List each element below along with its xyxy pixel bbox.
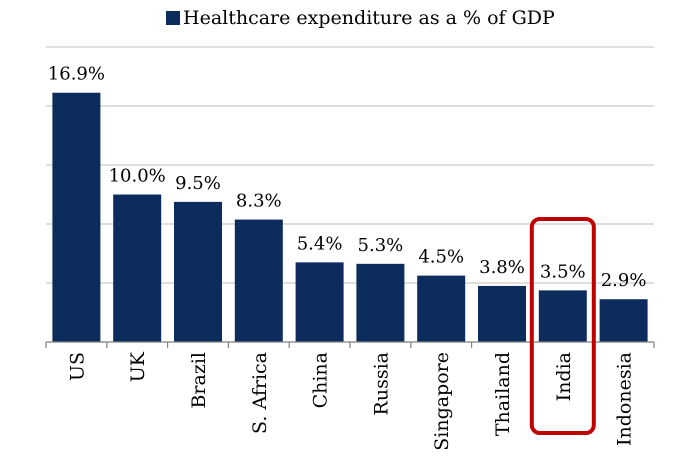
bar-s-africa — [234, 219, 283, 342]
bar-india — [538, 290, 587, 342]
data-label-us: 16.9% — [48, 64, 105, 85]
highlight-box — [529, 217, 596, 435]
bar-russia — [356, 263, 405, 342]
bars — [52, 92, 648, 342]
legend-swatch — [166, 11, 180, 25]
category-label-uk: UK — [127, 351, 149, 382]
bar-uk — [113, 194, 162, 342]
category-label-brazil: Brazil — [188, 352, 210, 409]
data-label-s-africa: 8.3% — [236, 191, 282, 212]
legend-label: Healthcare expenditure as a % of GDP — [183, 7, 555, 29]
category-label-indonesia: Indonesia — [614, 352, 636, 446]
data-label-russia: 5.3% — [358, 235, 404, 256]
bar-indonesia — [599, 299, 648, 342]
data-label-brazil: 9.5% — [175, 173, 221, 194]
highlight-layer — [529, 217, 596, 435]
bar-us — [52, 92, 101, 342]
legend: Healthcare expenditure as a % of GDP — [166, 7, 555, 29]
category-label-thailand: Thailand — [492, 352, 514, 436]
bar-singapore — [417, 275, 466, 342]
category-label-russia: Russia — [370, 352, 392, 415]
category-label-us: US — [66, 352, 88, 381]
data-label-singapore: 4.5% — [418, 247, 464, 268]
category-label-singapore: Singapore — [431, 352, 453, 451]
data-label-thailand: 3.8% — [479, 257, 525, 278]
x-axis — [45, 341, 655, 348]
data-labels: 16.9% 10.0% 9.5% 8.3% 5.4% 5.3% 4.5% 3.8% 3.5% 2.… — [48, 64, 647, 292]
data-label-india: 3.5% — [540, 261, 586, 282]
category-label-india: India — [553, 352, 575, 401]
category-label-s-africa: S. Africa — [249, 352, 271, 434]
bar-thailand — [478, 285, 526, 342]
category-labels: US UK Brazil S. Africa China Russia Singapore T… — [66, 351, 635, 451]
data-label-uk: 10.0% — [109, 166, 166, 187]
data-label-china: 5.4% — [297, 233, 343, 254]
bar-brazil — [174, 201, 222, 342]
data-label-indonesia: 2.9% — [601, 270, 647, 291]
bar-china — [295, 262, 344, 342]
category-label-china: China — [310, 352, 332, 408]
